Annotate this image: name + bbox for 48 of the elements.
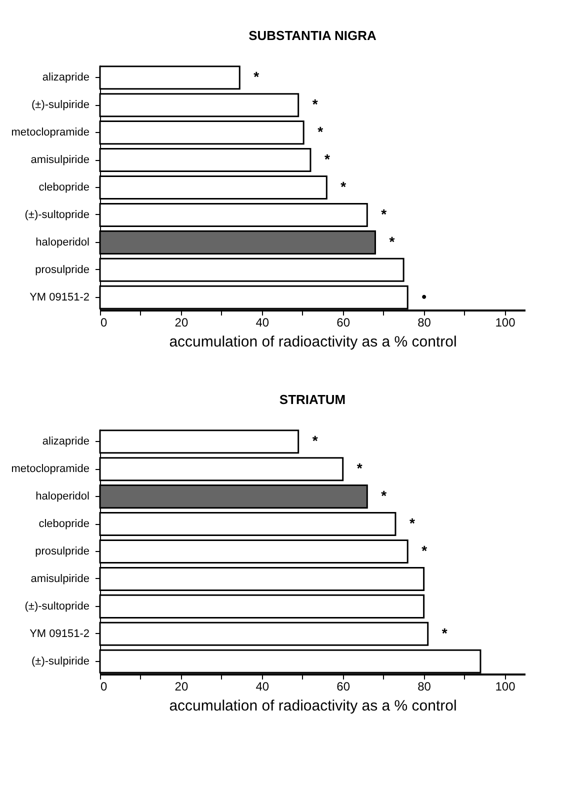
x-tick-label: 20 [174,680,188,694]
x-tick-label: 100 [495,316,516,330]
x-tick-label: 80 [418,680,432,694]
x-axis-title: accumulation of radioactivity as a % control [169,698,457,714]
annotation: * [409,515,416,532]
y-tick-label: amisulpiride [30,154,90,166]
x-tick-label: 20 [174,316,188,330]
x-tick-label: 0 [100,316,108,330]
annotation: * [312,432,318,449]
y-tick-label: amisulpiride [30,572,90,585]
annotation: * [318,124,324,140]
annotation: * [381,206,388,222]
x-tick-label: 40 [256,316,270,330]
y-tick-label: (±)-sulpiride [32,99,90,112]
annotation: * [422,542,428,558]
y-tick-label: haloperidol [36,236,90,248]
y-tick-label: prosulpride [35,264,90,276]
annotation: * [324,151,330,168]
y-tick-label: alizapride [42,436,90,448]
annotation: * [254,68,260,85]
y-tick-label: YM 09151-2 [30,628,90,640]
x-tick-label: 0 [100,680,108,694]
y-tick-label: clebopride [38,518,90,530]
x-tick-label: 60 [336,680,350,694]
annotation: * [312,96,318,112]
annotation: * [356,460,363,476]
annotation: * [381,488,388,504]
annotation: * [340,178,347,194]
y-tick-label: prosulpride [35,546,90,558]
annotation: * [389,233,396,250]
y-tick-label: haloperidol [36,490,90,503]
y-tick-label: (±)-sulpiride [32,655,90,668]
y-tick-label: (±)-sultopride [24,208,90,221]
x-tick-label: 100 [495,680,516,694]
y-tick-label: metoclopramide [11,463,90,476]
x-axis-title: accumulation of radioactivity as a % control [169,334,457,350]
x-tick-label: 40 [256,680,270,694]
annotation: • [422,288,427,304]
y-tick-label: (±)-sultopride [24,600,90,612]
x-tick-label: 80 [418,316,432,330]
chart-title: SUBSTANTIA NIGRA [248,28,378,43]
y-tick-label: alizapride [42,72,90,84]
x-tick-label: 60 [336,316,350,330]
y-tick-label: clebopride [38,182,90,194]
annotation: * [442,624,448,641]
y-tick-label: YM 09151-2 [30,291,90,304]
chart-title: STRIATUM [279,392,346,407]
y-tick-label: metoclopramide [11,126,90,139]
